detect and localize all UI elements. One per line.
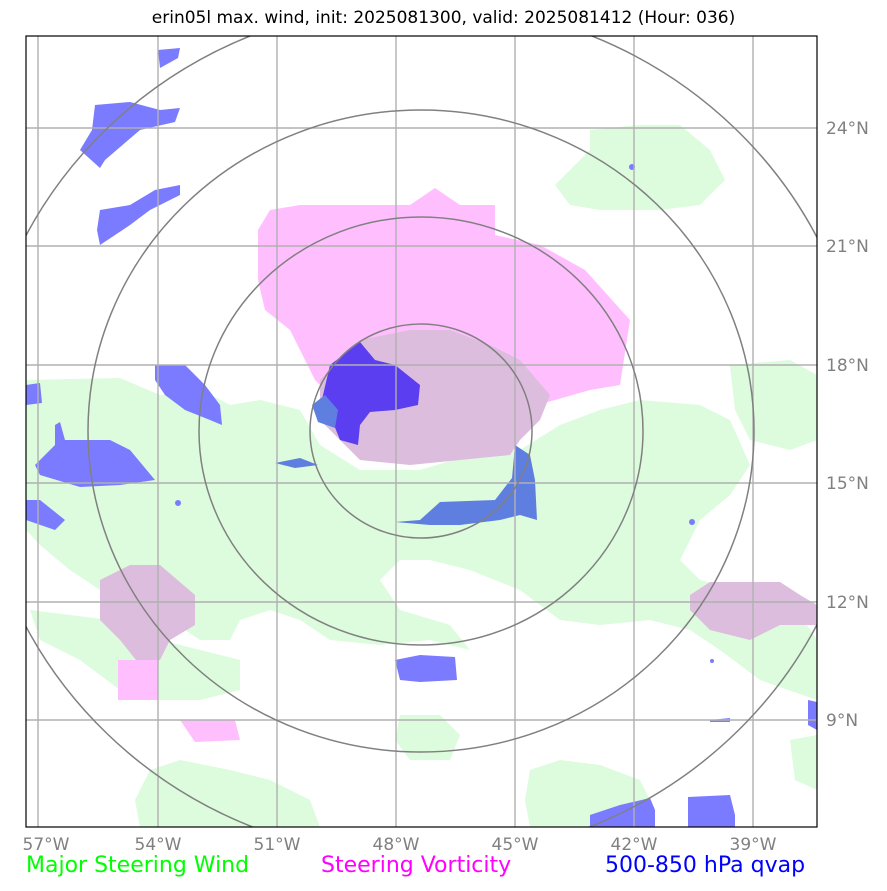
wind-region-central	[26, 378, 817, 700]
legend-steering-vorticity: Steering Vorticity	[321, 853, 512, 878]
vorticity-region-west-lower	[118, 660, 158, 700]
range-ring-3	[87, 109, 755, 753]
qvap-region-far-south-east	[688, 795, 735, 827]
longitude-labels: 57°W 54°W 51°W 48°W 45°W 42°W 39°W	[23, 835, 777, 855]
qvap-region-center-dense	[320, 342, 420, 445]
qvap-dot-3	[689, 519, 695, 525]
map-title: erin05l max. wind, init: 2025081300, val…	[151, 8, 736, 28]
wind-region-east	[730, 360, 817, 450]
qvap-dot-4	[710, 659, 714, 663]
range-ring-2	[198, 216, 644, 646]
graticule	[26, 36, 817, 827]
lon-label: 39°W	[730, 835, 777, 855]
qvap-region-west-1	[155, 365, 222, 425]
plot-frame	[25, 35, 818, 828]
lat-label: 12°N	[826, 593, 869, 613]
qvap-region-north-3	[97, 185, 180, 245]
range-rings	[26, 36, 817, 827]
wind-region-far-southeast	[790, 735, 817, 790]
lon-label: 45°W	[492, 835, 539, 855]
vorticity-region-southwest	[180, 720, 240, 742]
qvap-region-center-small	[275, 458, 318, 468]
lat-label: 21°N	[826, 237, 869, 257]
qvap-region-west-3	[35, 422, 155, 487]
lon-label: 54°W	[135, 835, 182, 855]
qvap-region-east-edge	[808, 700, 817, 730]
range-ring-1	[309, 323, 533, 539]
lon-label: 48°W	[373, 835, 420, 855]
qvap-region-west-2	[26, 383, 42, 405]
wind-region-northeast	[555, 125, 725, 210]
lat-label: 18°N	[826, 356, 869, 376]
qvap-region-center-edge	[312, 395, 338, 428]
lat-label: 15°N	[826, 474, 869, 494]
qvap-region-north-1	[158, 48, 180, 68]
latitude-labels: 24°N 21°N 18°N 15°N 12°N 9°N	[826, 119, 869, 731]
qvap-dot-2	[175, 500, 181, 506]
wind-region-southwest-lower	[135, 760, 320, 827]
qvap-region-west-4	[26, 500, 65, 530]
qvap-region-north-2	[80, 102, 180, 168]
lat-label: 9°N	[826, 711, 858, 731]
lon-label: 42°W	[611, 835, 658, 855]
lat-label: 24°N	[826, 119, 869, 139]
legend-qvap: 500-850 hPa qvap	[605, 853, 806, 878]
lon-label: 57°W	[23, 835, 70, 855]
steering-wind-layer	[26, 125, 817, 827]
legend-steering-wind: Major Steering Wind	[26, 853, 250, 878]
wind-region-south	[395, 715, 460, 760]
qvap-region-south	[395, 655, 457, 682]
lon-label: 51°W	[254, 835, 301, 855]
